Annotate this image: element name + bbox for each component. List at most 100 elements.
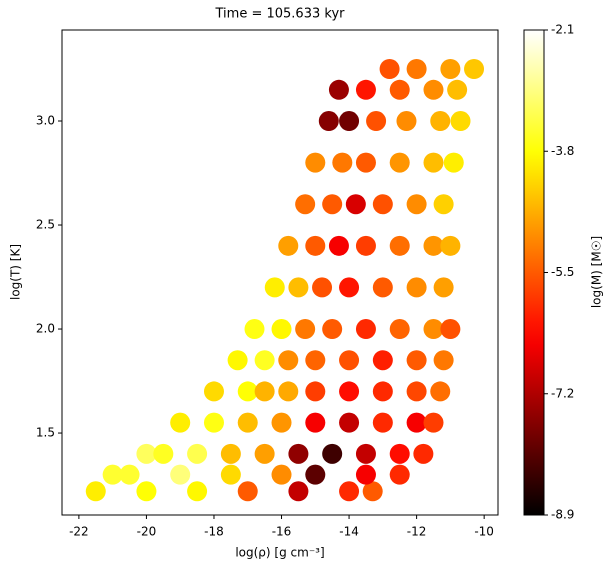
- colorbar-tick-label: -2.1: [551, 23, 574, 37]
- point: [413, 443, 434, 464]
- point: [203, 381, 224, 402]
- point: [433, 350, 454, 371]
- x-tick-label: -20: [137, 525, 157, 539]
- point: [433, 277, 454, 298]
- y-tick-label: 2.0: [36, 322, 55, 336]
- point: [372, 412, 393, 433]
- x-tick-label: -22: [69, 525, 89, 539]
- point: [254, 350, 275, 371]
- point: [305, 412, 326, 433]
- point: [339, 277, 360, 298]
- x-tick-label: -18: [204, 525, 224, 539]
- point: [305, 381, 326, 402]
- point: [187, 481, 208, 502]
- plot-frame: [61, 29, 499, 516]
- point: [423, 79, 444, 100]
- point: [423, 152, 444, 173]
- point: [305, 464, 326, 485]
- point: [288, 277, 309, 298]
- point: [271, 319, 292, 340]
- y-tick-label: 3.0: [36, 114, 55, 128]
- point: [355, 152, 376, 173]
- colorbar-label: log(M) [M☉]: [590, 236, 604, 308]
- colorbar-tick-label: -7.2: [551, 386, 574, 400]
- point: [305, 152, 326, 173]
- point: [136, 443, 157, 464]
- point: [220, 443, 241, 464]
- point: [288, 481, 309, 502]
- point: [396, 111, 417, 132]
- point: [406, 194, 427, 215]
- point: [271, 464, 292, 485]
- x-tick-label: -12: [407, 525, 427, 539]
- point: [440, 235, 461, 256]
- point: [254, 381, 275, 402]
- point: [355, 443, 376, 464]
- point: [187, 443, 208, 464]
- point: [305, 235, 326, 256]
- point: [170, 412, 191, 433]
- point: [464, 59, 485, 80]
- y-tick-label: 1.5: [36, 426, 55, 440]
- point: [278, 381, 299, 402]
- point: [170, 464, 191, 485]
- point: [237, 381, 258, 402]
- point: [288, 443, 309, 464]
- point: [328, 79, 349, 100]
- point: [447, 79, 468, 100]
- point: [355, 79, 376, 100]
- point: [423, 319, 444, 340]
- y-axis-label: log(T) [K]: [9, 244, 23, 300]
- point: [450, 111, 471, 132]
- point: [322, 194, 343, 215]
- colorbar-tick-label: -5.5: [551, 265, 574, 279]
- point: [389, 464, 410, 485]
- point: [389, 319, 410, 340]
- point: [339, 412, 360, 433]
- point: [372, 350, 393, 371]
- point: [389, 79, 410, 100]
- point: [355, 235, 376, 256]
- point: [339, 111, 360, 132]
- point: [295, 194, 316, 215]
- point: [339, 481, 360, 502]
- point: [389, 235, 410, 256]
- point: [153, 443, 174, 464]
- points: [85, 59, 485, 502]
- point: [85, 481, 106, 502]
- point: [372, 194, 393, 215]
- point: [406, 59, 427, 80]
- point: [203, 412, 224, 433]
- chart-title: Time = 105.633 kyr: [215, 7, 346, 22]
- point: [406, 350, 427, 371]
- point: [389, 443, 410, 464]
- point: [318, 111, 339, 132]
- point: [345, 194, 366, 215]
- point: [278, 350, 299, 371]
- point: [372, 381, 393, 402]
- point: [328, 235, 349, 256]
- point: [389, 152, 410, 173]
- point: [278, 235, 299, 256]
- point: [366, 111, 387, 132]
- point: [379, 59, 400, 80]
- point: [264, 277, 285, 298]
- point: [220, 464, 241, 485]
- point: [102, 464, 123, 485]
- point: [430, 111, 451, 132]
- point: [443, 152, 464, 173]
- colorbar: [523, 29, 545, 516]
- point: [406, 381, 427, 402]
- point: [237, 412, 258, 433]
- point: [119, 464, 140, 485]
- point: [244, 319, 265, 340]
- colorbar-tick-label: -3.8: [551, 144, 574, 158]
- x-tick-label: -10: [474, 525, 494, 539]
- point: [332, 152, 353, 173]
- y-tick-label: 2.5: [36, 218, 55, 232]
- point: [355, 464, 376, 485]
- point: [322, 443, 343, 464]
- point: [339, 381, 360, 402]
- point: [406, 277, 427, 298]
